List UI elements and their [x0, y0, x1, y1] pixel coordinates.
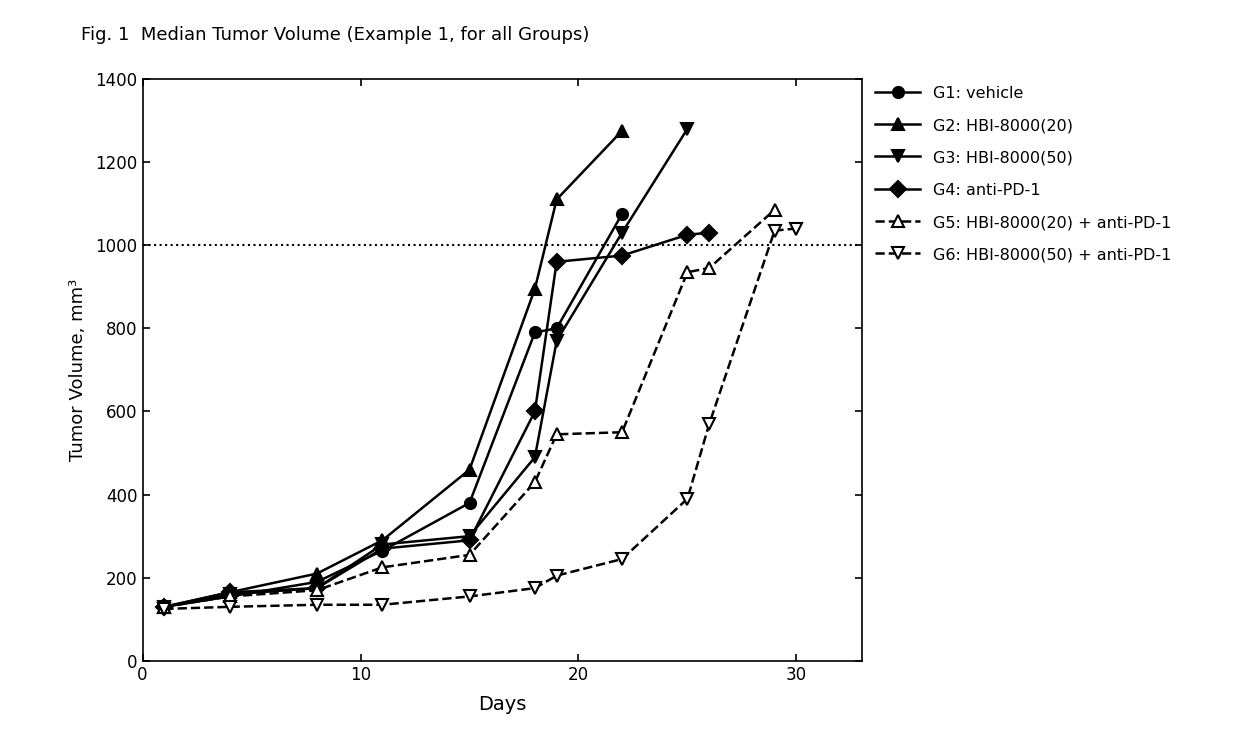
- Y-axis label: Tumor Volume, mm³: Tumor Volume, mm³: [69, 279, 87, 461]
- Text: Fig. 1  Median Tumor Volume (Example 1, for all Groups): Fig. 1 Median Tumor Volume (Example 1, f…: [81, 26, 589, 44]
- Legend: G1: vehicle, G2: HBI-8000(20), G3: HBI-8000(50), G4: anti-PD-1, G5: HBI-8000(20): G1: vehicle, G2: HBI-8000(20), G3: HBI-8…: [869, 79, 1178, 269]
- X-axis label: Days: Days: [477, 695, 527, 714]
